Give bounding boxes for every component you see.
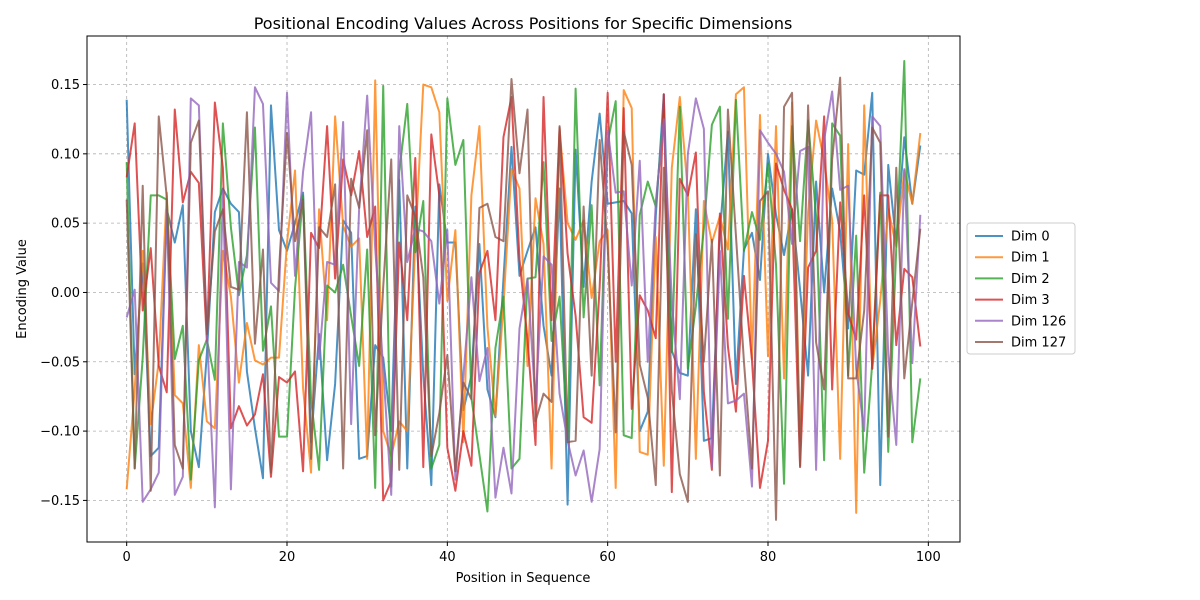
y-tick-label: 0.10	[51, 147, 80, 162]
legend-label: Dim 1	[1011, 251, 1050, 266]
y-tick-label: 0.00	[51, 286, 80, 301]
legend-label: Dim 126	[1011, 314, 1066, 329]
series-line-dim-1	[125, 79, 922, 514]
y-tick-label: 0.05	[51, 217, 80, 232]
y-tick-label: −0.10	[40, 425, 80, 440]
legend-label: Dim 2	[1011, 272, 1050, 287]
legend-label: Dim 0	[1011, 230, 1050, 245]
x-tick-label: 60	[599, 550, 616, 565]
x-axis: 0 20 40 60 80 100	[123, 542, 941, 565]
chart-title: Positional Encoding Values Across Positi…	[254, 14, 793, 33]
legend-label: Dim 3	[1011, 293, 1050, 308]
x-tick-label: 20	[279, 550, 296, 565]
y-axis-label: Encoding Value	[15, 239, 30, 339]
series-line-dim-2	[125, 59, 922, 513]
legend: Dim 0 Dim 1 Dim 2 Dim 3 Dim 126 Dim 127	[966, 222, 1076, 355]
y-tick-label: −0.05	[40, 355, 80, 370]
x-tick-label: 40	[439, 550, 456, 565]
y-tick-label: −0.15	[40, 494, 80, 509]
x-axis-label: Position in Sequence	[456, 571, 591, 586]
x-tick-label: 100	[916, 550, 941, 565]
plot-frame	[86, 35, 961, 543]
x-tick-label: 80	[760, 550, 777, 565]
y-tick-label: 0.15	[51, 78, 80, 93]
x-tick-label: 0	[123, 550, 131, 565]
legend-label: Dim 127	[1011, 336, 1066, 351]
y-axis: −0.15 −0.10 −0.05 0.00 0.05 0.10 0.15	[40, 78, 87, 509]
series-line-dim-127	[125, 76, 922, 521]
plot-lines	[125, 59, 922, 521]
series-line-dim-126	[125, 86, 922, 509]
